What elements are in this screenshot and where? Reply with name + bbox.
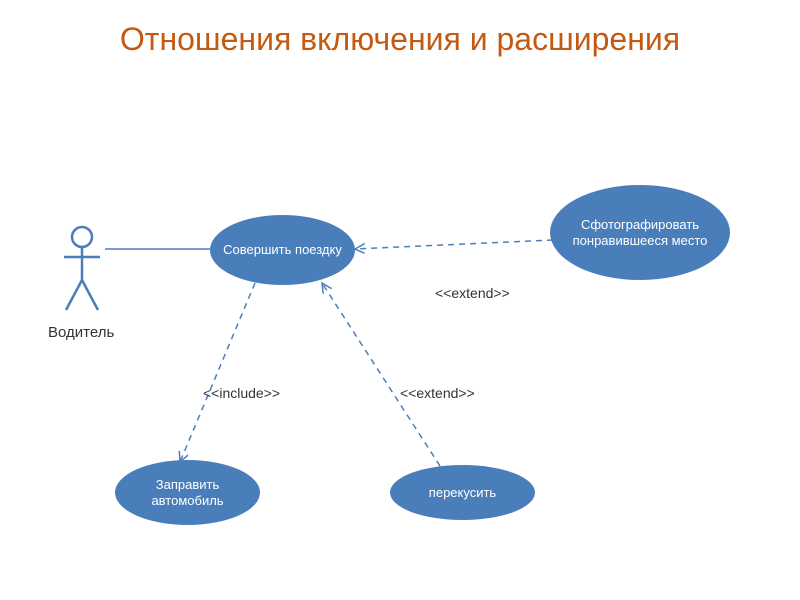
edge-label-extend-photo: <<extend>> [435, 285, 510, 301]
usecase-refuel: Заправить автомобиль [115, 460, 260, 525]
usecase-photo-label: Сфотографировать понравившееся место [556, 217, 724, 248]
actor-icon [60, 225, 105, 315]
diagram-title: Отношения включения и расширения [0, 20, 800, 58]
edge-label-include: <<include>> [203, 385, 280, 401]
edge-trip-refuel [180, 283, 255, 462]
usecase-refuel-label: Заправить автомобиль [121, 477, 254, 508]
edge-photo-trip [355, 240, 553, 249]
usecase-snack-label: перекусить [429, 485, 496, 501]
usecase-photo: Сфотографировать понравившееся место [550, 185, 730, 280]
actor-driver-label: Водитель [48, 325, 118, 342]
edge-snack-trip [322, 283, 440, 466]
usecase-trip-label: Совершить поездку [223, 242, 342, 258]
usecase-snack: перекусить [390, 465, 535, 520]
usecase-trip: Совершить поездку [210, 215, 355, 285]
actor-driver [60, 225, 105, 320]
edges-layer [0, 0, 800, 600]
edge-label-extend-snack: <<extend>> [400, 385, 475, 401]
